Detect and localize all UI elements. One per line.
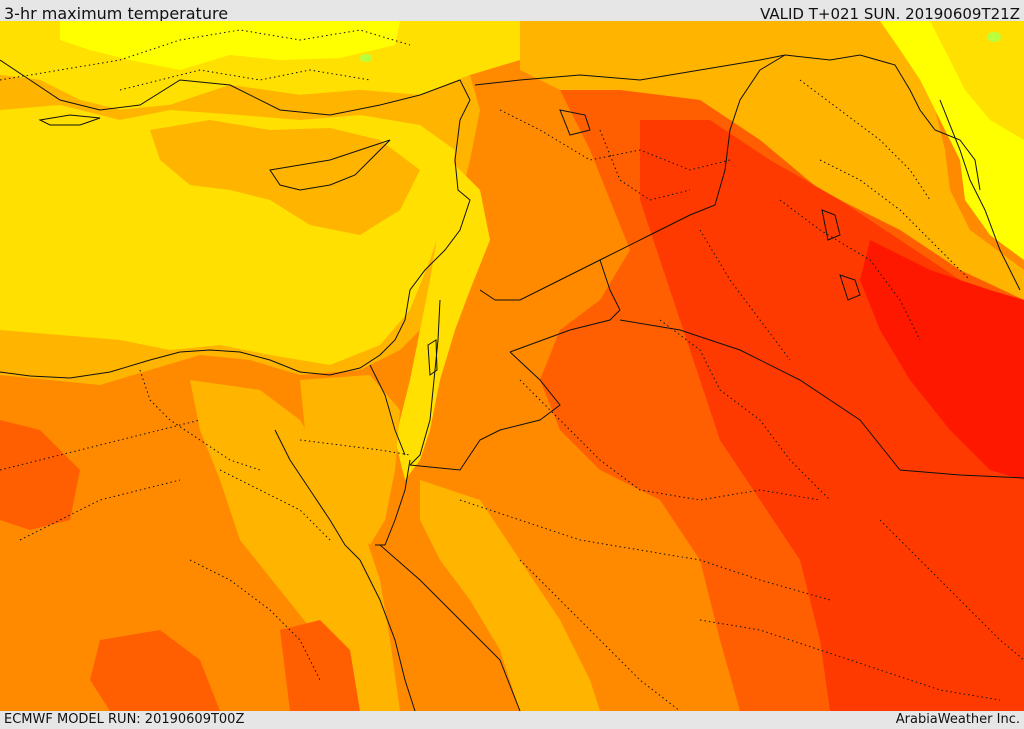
model-run: ECMWF MODEL RUN: 20190609T00Z: [4, 712, 245, 727]
field-arabia-gold: [420, 480, 600, 711]
field-east-red: [860, 240, 1024, 480]
border-israel-jordan: [409, 299, 441, 466]
coastline-gulf-of-suez: [274, 429, 361, 561]
province-border: [19, 479, 181, 541]
coastline-crete: [38, 114, 101, 126]
temperature-map: [0, 21, 1024, 711]
coastline-turkey: [0, 59, 471, 161]
border-iraq-saudi: [619, 319, 1024, 479]
border-syria-jordan: [479, 289, 496, 301]
national-borders: [369, 54, 1024, 479]
province-border: [819, 159, 971, 281]
province-borders: [0, 29, 1024, 711]
coastline-cyprus: [269, 139, 391, 191]
field-green-patch: [987, 32, 1001, 42]
border-iran-iraq: [784, 54, 981, 191]
province-border: [119, 69, 371, 91]
border-jordan-saudi: [409, 351, 561, 471]
province-border: [879, 519, 1024, 661]
coastline-gulf-of-aqaba: [375, 459, 411, 546]
coastline-red-sea-west: [359, 559, 416, 711]
border-egypt-israel: [369, 364, 406, 456]
field-north-lightyellow: [60, 21, 400, 70]
border-turkey-syria: [474, 54, 786, 86]
coastline-dead-sea: [427, 339, 438, 376]
province-border: [0, 419, 201, 471]
coastline-red-sea-east: [379, 544, 521, 711]
province-border: [699, 619, 1001, 701]
province-border: [519, 559, 681, 711]
province-border: [799, 79, 931, 201]
field-levant-yellow: [395, 160, 490, 480]
header-bar: 3-hr maximum temperature VALID T+021 SUN…: [0, 0, 1024, 21]
field-ne-yellow-inner: [930, 21, 1024, 140]
border-syria-iraq: [495, 54, 786, 301]
province-border: [139, 369, 261, 471]
field-west-darkorange: [0, 420, 80, 530]
field-egypt-gold: [190, 380, 400, 711]
field-green-patch: [360, 54, 372, 62]
footer-bar: ECMWF MODEL RUN: 20190609T00Z ArabiaWeat…: [0, 711, 1024, 729]
province-border: [299, 439, 411, 456]
province-border: [659, 319, 831, 501]
map-title: 3-hr maximum temperature: [4, 4, 229, 21]
province-border: [519, 379, 821, 501]
credit: ArabiaWeather Inc.: [895, 712, 1020, 727]
coastlines: [0, 59, 1021, 711]
coastline-lake-razaza: [839, 274, 861, 301]
valid-time: VALID T+021 SUN. 20190609T21Z: [760, 5, 1020, 21]
province-border: [189, 559, 321, 681]
temperature-map-svg: [0, 21, 1024, 711]
coastline-gulf-north: [939, 99, 1021, 291]
coastline-egypt: [0, 349, 301, 379]
coastline-lake-tuz: [559, 109, 591, 136]
field-nile-darkorange: [280, 620, 360, 711]
field-east-redorange: [640, 120, 1024, 711]
field-sinai-gold: [300, 375, 400, 545]
border-jordan-iraq: [509, 259, 621, 353]
province-border: [779, 199, 921, 341]
coastline-lake-tharthar: [821, 209, 841, 241]
province-border: [499, 109, 731, 171]
field-med-gold-patch: [150, 120, 420, 235]
field-sw-darkorange: [90, 630, 220, 711]
coastline-levant: [299, 159, 471, 376]
province-border: [459, 499, 831, 601]
field-ne-gold: [520, 21, 1024, 300]
